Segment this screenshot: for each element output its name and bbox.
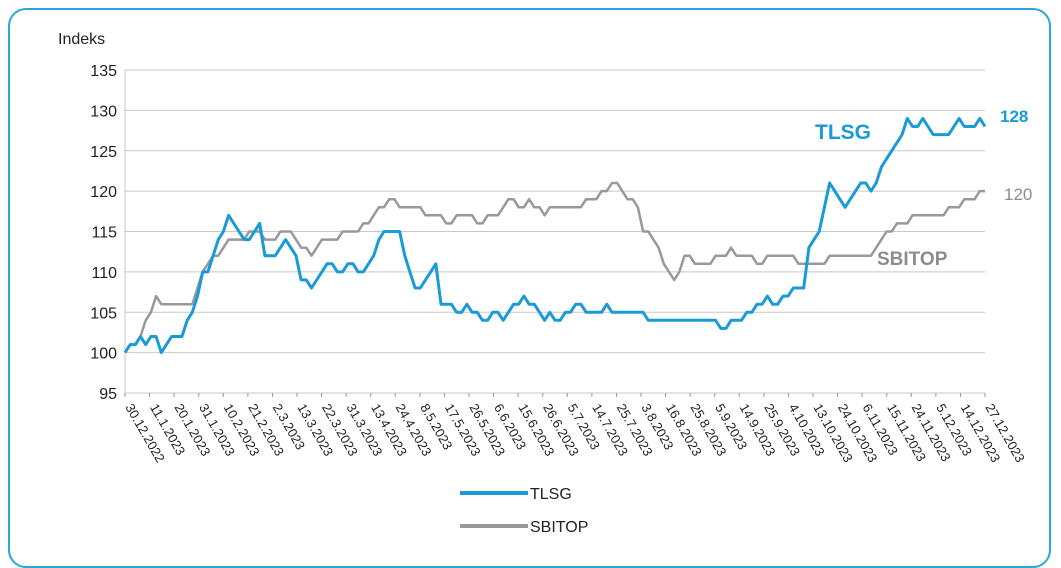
line-chart: 95 100 105 110 115 120 125 130 135 30.12.202211.… xyxy=(58,31,1032,535)
legend-label-tlsg: TLSG xyxy=(530,486,572,503)
y-tick-label: 125 xyxy=(90,144,117,161)
y-tick-label: 120 xyxy=(90,184,117,201)
tlsg-annotation: TLSG xyxy=(815,121,871,144)
y-tick-label: 130 xyxy=(90,103,117,120)
legend: TLSG SBITOP xyxy=(460,486,588,535)
series-line-tlsg xyxy=(123,116,987,355)
legend-label-sbitop: SBITOP xyxy=(530,519,588,535)
y-tick-label: 135 xyxy=(90,63,117,80)
sbitop-annotation: SBITOP xyxy=(877,249,948,270)
sbitop-end-value-label: 120 xyxy=(1004,185,1032,204)
x-axis-ticks: 30.12.202211.1.202320.1.202331.1.202310.… xyxy=(122,393,1028,465)
gridlines xyxy=(124,69,985,394)
y-axis-ticks: 95 100 105 110 115 120 125 130 135 xyxy=(90,63,117,403)
y-tick-label: 115 xyxy=(91,225,117,242)
series-line-sbitop xyxy=(123,181,985,354)
y-tick-label: 110 xyxy=(91,265,117,282)
y-tick-label: 95 xyxy=(99,386,117,403)
y-axis-label: Indeks xyxy=(58,31,105,48)
y-tick-label: 100 xyxy=(90,346,117,363)
y-tick-label: 105 xyxy=(90,305,117,322)
series-lines xyxy=(123,116,987,355)
tlsg-end-value-label: 128 xyxy=(1000,107,1028,126)
